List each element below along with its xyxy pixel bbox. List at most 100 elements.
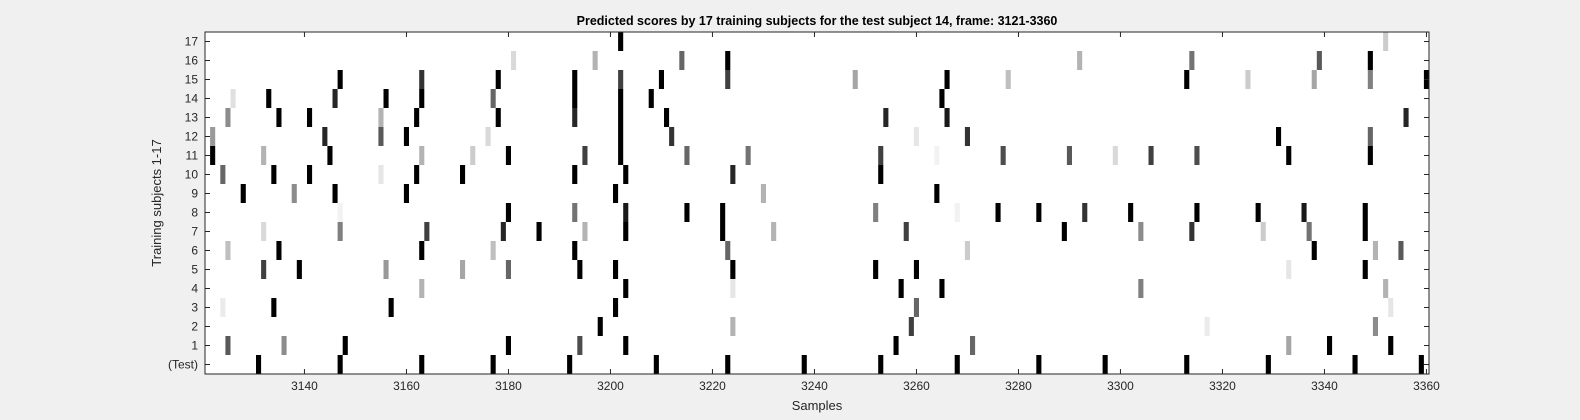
heatmap-cell — [725, 51, 731, 70]
heatmap-cell — [388, 298, 394, 317]
heatmap-cell — [383, 89, 389, 108]
heatmap-cell — [419, 70, 425, 89]
heatmap-cell — [1036, 355, 1042, 374]
heatmap-cell — [970, 336, 976, 355]
x-tick-label: 3280 — [1005, 379, 1032, 393]
heatmap-cell — [1189, 222, 1195, 241]
heatmap-cell — [210, 127, 216, 146]
heatmap-cell — [852, 70, 858, 89]
y-tick-label: 4 — [191, 282, 198, 296]
heatmap-cell — [908, 317, 914, 336]
heatmap-cell — [567, 355, 573, 374]
heatmap-cell — [618, 70, 624, 89]
heatmap-cell — [1352, 355, 1358, 374]
heatmap-cell — [1372, 317, 1378, 336]
heatmap-cell — [592, 51, 598, 70]
y-tick-label: 15 — [185, 73, 199, 87]
heatmap-cell — [419, 355, 425, 374]
heatmap-cell — [490, 355, 496, 374]
heatmap-cell — [878, 165, 884, 184]
heatmap-cell — [577, 260, 583, 279]
heatmap-cell — [913, 260, 919, 279]
heatmap-cell — [995, 203, 1001, 222]
heatmap-cell — [745, 146, 751, 165]
heatmap-cell — [883, 108, 889, 127]
heatmap-cell — [1383, 279, 1389, 298]
heatmap-cell — [1372, 241, 1378, 260]
heatmap-cell — [572, 108, 578, 127]
heatmap-cell — [536, 222, 542, 241]
heatmap-cell — [679, 51, 685, 70]
heatmap-cell — [648, 89, 654, 108]
heatmap-cell — [903, 222, 909, 241]
heatmap-cell — [1138, 222, 1144, 241]
x-tick-label: 3220 — [699, 379, 726, 393]
heatmap-cell — [307, 165, 313, 184]
heatmap-cell — [572, 241, 578, 260]
heatmap-cell — [1362, 203, 1368, 222]
heatmap-cell — [419, 146, 425, 165]
heatmap-cell — [261, 260, 267, 279]
heatmap-cell — [730, 279, 736, 298]
heatmap-cell — [878, 146, 884, 165]
x-tick-label: 3200 — [597, 379, 624, 393]
heatmap-cell — [1367, 70, 1373, 89]
heatmap-cell — [934, 146, 940, 165]
heatmap-cell — [613, 260, 619, 279]
y-tick-label: 10 — [185, 168, 199, 182]
heatmap-cell — [490, 241, 496, 260]
y-tick-label: 8 — [191, 206, 198, 220]
heatmap-cell — [1276, 127, 1282, 146]
y-axis-label: Training subjects 1-17 — [149, 139, 164, 266]
heatmap-cell — [460, 165, 466, 184]
heatmap-cell — [1367, 127, 1373, 146]
plot-frame — [204, 31, 1430, 375]
heatmap-cell — [898, 279, 904, 298]
heatmap-cell — [730, 165, 736, 184]
heatmap-cell — [658, 70, 664, 89]
heatmap-cell — [240, 184, 246, 203]
heatmap-cell — [225, 336, 231, 355]
heatmap-cell — [1036, 203, 1042, 222]
heatmap-cell — [623, 336, 629, 355]
heatmap-cell — [964, 127, 970, 146]
heatmap-cell — [623, 279, 629, 298]
heatmap-cell — [1316, 51, 1322, 70]
heatmap-cell — [281, 336, 287, 355]
heatmap-cell — [230, 89, 236, 108]
heatmap-cell — [1362, 222, 1368, 241]
heatmap-cell — [1260, 222, 1266, 241]
heatmap-cell — [613, 298, 619, 317]
heatmap-cell — [271, 298, 277, 317]
heatmap-cell — [378, 127, 384, 146]
heatmap-cell — [1138, 279, 1144, 298]
heatmap-cell — [771, 222, 777, 241]
heatmap-cell — [730, 317, 736, 336]
heatmap-cell — [1184, 355, 1190, 374]
heatmap-cell — [577, 336, 583, 355]
y-tick-label: 1 — [191, 339, 198, 353]
heatmap-cell — [664, 108, 670, 127]
heatmap-cell — [1311, 70, 1317, 89]
heatmap-cell — [725, 241, 731, 260]
heatmap-cell — [220, 298, 226, 317]
heatmap-cell — [618, 108, 624, 127]
y-tick-label: 16 — [185, 54, 199, 68]
heatmap-cell — [256, 355, 262, 374]
heatmap-cell — [495, 70, 501, 89]
heatmap-cell — [760, 184, 766, 203]
heatmap-cell — [684, 146, 690, 165]
heatmap-cell — [1301, 203, 1307, 222]
heatmap-cell — [383, 260, 389, 279]
heatmap-cell — [419, 279, 425, 298]
heatmap-cell — [893, 336, 899, 355]
heatmap-cell — [225, 241, 231, 260]
heatmap-cell — [1066, 146, 1072, 165]
heatmap-cell — [623, 203, 629, 222]
heatmap-cell — [801, 355, 807, 374]
heatmap-cell — [572, 165, 578, 184]
heatmap-cell — [1128, 203, 1134, 222]
heatmap-cell — [618, 146, 624, 165]
heatmap-cell — [378, 108, 384, 127]
